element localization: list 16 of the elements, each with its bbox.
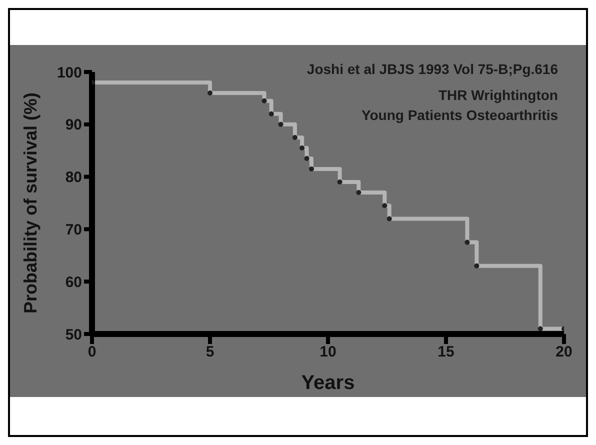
x-tick-label: 5	[206, 344, 214, 361]
annotation: THR Wrightington	[438, 86, 558, 105]
y-tick-label: 100	[56, 64, 82, 82]
y-tick-label: 80	[65, 169, 82, 186]
y-tick-label: 70	[65, 222, 82, 239]
annotation: Joshi et al JBJS 1993 Vol 75-B;Pg.616	[306, 60, 558, 79]
y-axis-title: Probability of survival (%)	[20, 92, 40, 314]
y-tick-label: 50	[65, 326, 82, 344]
x-tick-label: 0	[88, 344, 96, 361]
x-axis-title: Years	[301, 372, 355, 394]
y-tick-label: 60	[65, 274, 82, 291]
annotation: Young Patients Osteoarthritis	[360, 106, 558, 125]
x-tick-label: 20	[556, 344, 572, 361]
x-tick-label: 10	[320, 344, 336, 361]
y-tick-label: 90	[65, 116, 82, 134]
x-tick-label: 15	[438, 344, 454, 361]
